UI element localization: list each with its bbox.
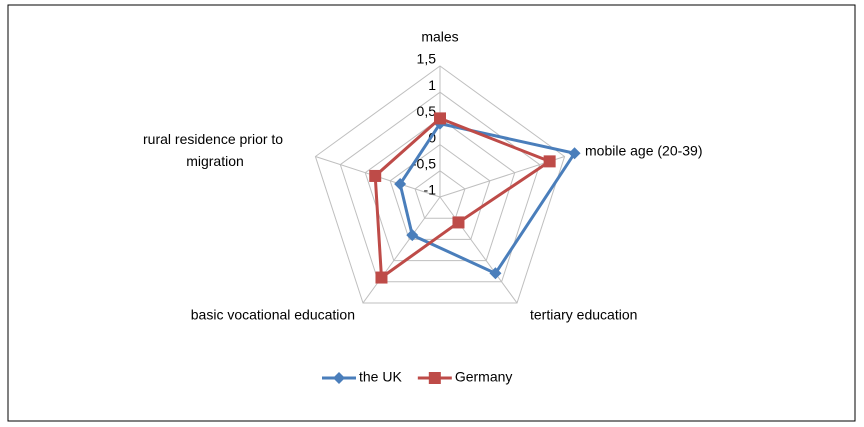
category-label: males	[421, 29, 458, 45]
spoke	[439, 196, 518, 304]
data-point	[489, 267, 502, 280]
tick-label: -1	[424, 182, 437, 198]
grid-ring	[414, 170, 466, 219]
data-point	[434, 112, 446, 125]
legend-item: Germany	[417, 369, 513, 385]
legend-label: the UK	[359, 369, 402, 385]
spoke	[362, 196, 441, 304]
grid-ring	[314, 65, 566, 304]
tick-label: 1	[428, 77, 436, 93]
category-label: basic vocational education	[191, 307, 355, 323]
tick-label: 1,5	[417, 51, 437, 67]
grid-ring	[364, 117, 516, 262]
data-point	[394, 178, 407, 191]
series-line	[373, 116, 553, 281]
grid-ring	[389, 143, 491, 240]
legend-marker	[428, 372, 441, 384]
legend-label: Germany	[455, 369, 513, 385]
tick-label: -0,5	[412, 156, 436, 172]
data-point	[452, 216, 465, 229]
tick-label: 0,5	[417, 103, 437, 119]
category-label: tertiary education	[530, 307, 637, 323]
data-point	[568, 147, 581, 160]
data-point	[543, 155, 556, 168]
data-point	[406, 229, 419, 242]
data-point	[375, 271, 388, 284]
series-line	[398, 121, 578, 276]
chart-frame	[7, 4, 856, 422]
legend-item: the UK	[322, 369, 402, 385]
data-point	[369, 169, 382, 182]
category-label: rural residence prior to migration	[143, 131, 287, 169]
legend-marker	[333, 372, 345, 384]
category-label: mobile age (20-39)	[585, 143, 703, 159]
